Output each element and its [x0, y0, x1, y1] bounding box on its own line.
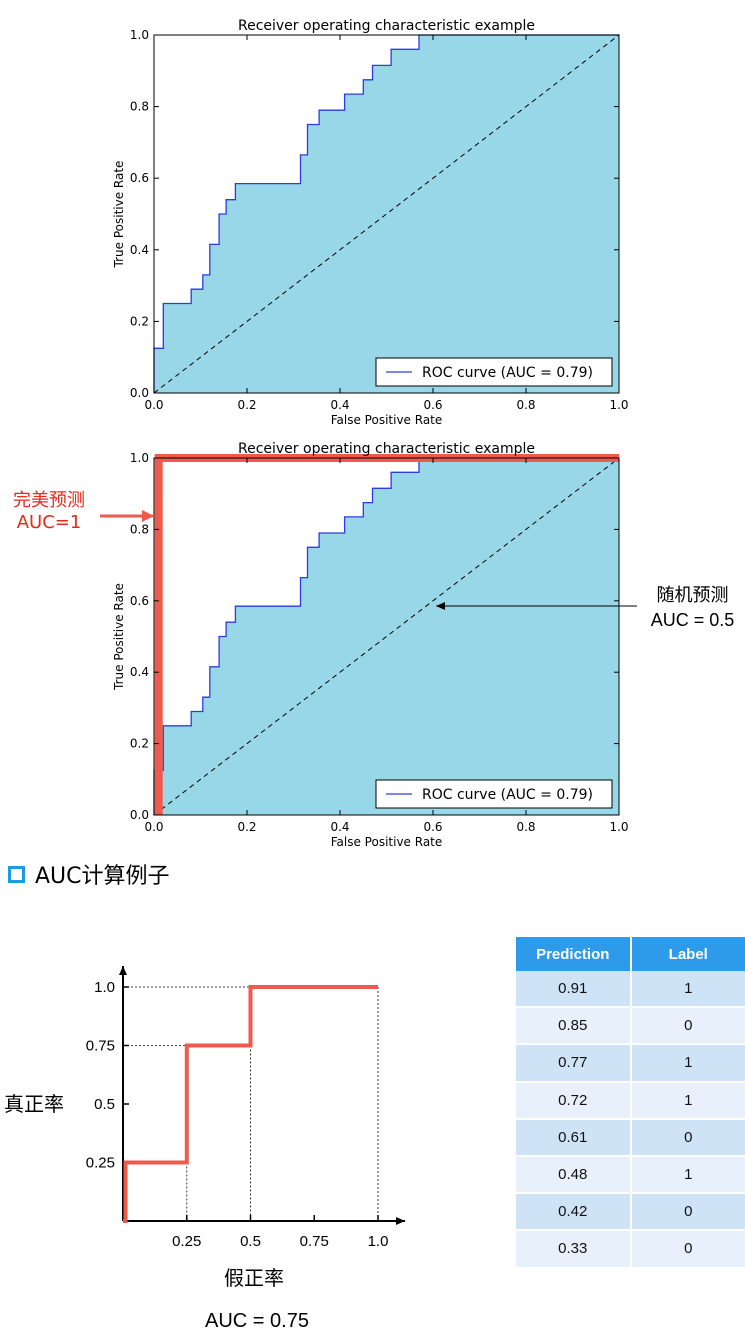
random-diagonal-line: [153, 34, 620, 394]
y-tick-label: 0.8: [130, 522, 149, 536]
table-row: 0.72 1: [516, 1080, 745, 1119]
roc-curve-line: [153, 457, 619, 815]
perfect-auc: AUC=1: [16, 512, 82, 533]
y-tick-label: 0.0: [130, 386, 149, 400]
x-tick-label: 1.0: [609, 398, 628, 412]
random-auc: AUC = 0.5: [650, 610, 735, 630]
table-header-row: Prediction Label: [516, 937, 745, 971]
y-tick-label: 0.25: [86, 1155, 115, 1172]
table-row: 0.61 0: [516, 1117, 745, 1156]
y-tick-label: 1.0: [130, 28, 149, 42]
table-row: 0.91 1: [516, 971, 745, 1008]
y-tick-label: 0.2: [130, 737, 149, 751]
x-tick-label: 0.4: [330, 820, 349, 834]
section-heading: AUC计算例子: [8, 858, 170, 890]
square-bullet-icon: [8, 865, 25, 883]
x-axis-label: False Positive Rate: [331, 835, 443, 849]
table-row: 0.77 1: [516, 1043, 745, 1082]
prediction-cell: 0.85: [516, 1006, 631, 1045]
section-heading-text: AUC计算例子: [35, 864, 170, 889]
x-tick-label: 0.8: [516, 820, 535, 834]
table-row: 0.33 0: [516, 1229, 745, 1267]
auc-y-label: 真正率: [4, 1092, 64, 1116]
random-title: 随机预测: [656, 585, 729, 606]
label-cell: 0: [629, 1117, 745, 1156]
label-cell: 1: [629, 1154, 745, 1194]
x-tick-label: 1.0: [368, 1233, 389, 1250]
chart-title: Receiver operating characteristic exampl…: [238, 18, 535, 34]
prediction-cell: 0.42: [516, 1192, 631, 1231]
header-label: Label: [629, 937, 745, 971]
y-tick-label: 0.8: [130, 100, 149, 114]
random-prediction-label: 随机预测 AUC = 0.5: [640, 584, 745, 632]
x-tick-label: 0.5: [240, 1233, 261, 1250]
legend-box: [375, 779, 613, 809]
label-cell: 0: [629, 1229, 745, 1267]
prediction-cell: 0.33: [516, 1229, 631, 1267]
table-row: 0.85 0: [516, 1006, 745, 1045]
x-tick-label: 0.6: [423, 820, 442, 834]
y-axis-label: True Positive Rate: [112, 161, 126, 269]
x-axis-label: False Positive Rate: [331, 413, 443, 427]
label-cell: 0: [629, 1006, 745, 1045]
chart-title: Receiver operating characteristic exampl…: [238, 441, 535, 457]
roc-chart-top: 0.0 0.2 0.4 0.6 0.8 1.0 0.0 0.2 0.4 0.6 0.8 1.0 Rece…: [112, 18, 629, 427]
legend-label: ROC curve (AUC = 0.79): [422, 787, 593, 803]
x-tick-label: 0.4: [330, 398, 349, 412]
perfect-prediction-label: 完美预测 AUC=1: [0, 490, 98, 534]
label-cell: 1: [629, 971, 745, 1008]
x-tick-label: 0.2: [237, 820, 256, 834]
plot-frame: [153, 457, 620, 816]
legend-label: ROC curve (AUC = 0.79): [422, 365, 593, 381]
y-tick-label: 0.5: [94, 1096, 115, 1113]
x-tick-label: 0.2: [237, 398, 256, 412]
prediction-cell: 0.72: [516, 1080, 631, 1119]
x-tick-label: 0.0: [144, 820, 163, 834]
x-tick-label: 0.25: [172, 1233, 201, 1250]
label-cell: 1: [629, 1080, 745, 1119]
auc-x-label: 假正率: [224, 1266, 284, 1290]
x-tick-label: 1.0: [609, 820, 628, 834]
legend-box: [375, 357, 613, 387]
perfect-title: 完美预测: [13, 490, 85, 511]
y-tick-label: 1.0: [94, 979, 115, 996]
y-tick-label: 1.0: [130, 451, 149, 465]
y-tick-label: 0.6: [130, 171, 149, 185]
table-row: 0.42 0: [516, 1192, 745, 1231]
prediction-cell: 0.61: [516, 1117, 631, 1156]
y-tick-label: 0.6: [130, 594, 149, 608]
table-row: 0.48 1: [516, 1154, 745, 1194]
x-tick-label: 0.6: [423, 398, 442, 412]
y-tick-label: 0.75: [86, 1038, 115, 1055]
prediction-table: Prediction Label 0.91 1 0.85 0 0.77 1 0.72 1…: [516, 937, 745, 1267]
random-diagonal-line: [153, 457, 620, 816]
x-tick-label: 0.8: [516, 398, 535, 412]
header-prediction: Prediction: [516, 937, 631, 971]
x-tick-label: 0.75: [300, 1233, 329, 1250]
y-axis-label: True Positive Rate: [112, 583, 126, 691]
label-cell: 0: [629, 1192, 745, 1231]
x-tick-label: 0.0: [144, 398, 163, 412]
y-tick-label: 0.0: [130, 808, 149, 822]
auc-step-chart: 0.25 0.5 0.75 1.0 0.25 0.5 0.75 1.0: [86, 966, 405, 1250]
y-tick-label: 0.4: [130, 243, 149, 257]
y-tick-label: 0.2: [130, 314, 149, 328]
plot-frame: [153, 34, 620, 394]
roc-chart-perfect: 0.0 0.2 0.4 0.6 0.8 1.0 0.0 0.2 0.4 0.6 0.8 1.0 Rece…: [112, 441, 629, 849]
prediction-cell: 0.48: [516, 1154, 631, 1194]
roc-curve-line: [153, 34, 619, 393]
y-tick-label: 0.4: [130, 665, 149, 679]
label-cell: 1: [629, 1043, 745, 1082]
prediction-cell: 0.77: [516, 1043, 631, 1082]
auc-value-text: AUC = 0.75: [205, 1310, 309, 1332]
step-roc-line: [123, 985, 378, 1223]
prediction-cell: 0.91: [516, 971, 631, 1008]
